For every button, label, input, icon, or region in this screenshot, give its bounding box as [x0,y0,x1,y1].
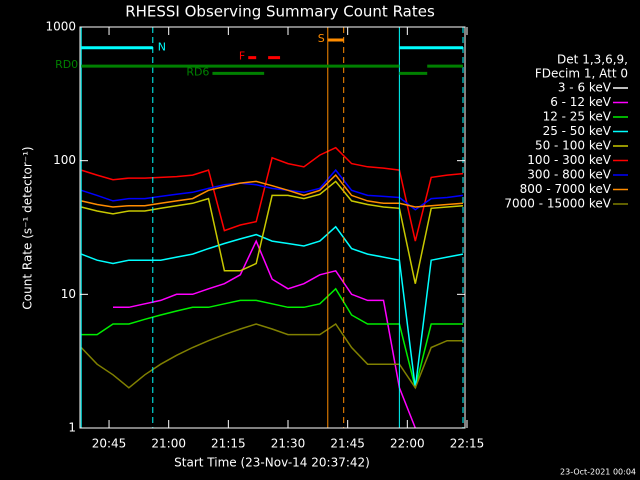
legend-label: 300 - 800 keV [527,168,611,182]
series-line [80,225,464,388]
flag-label: RD0 [55,58,78,71]
series-line [80,322,463,390]
legend-label: 100 - 300 keV [527,153,611,167]
footer: 23-Oct-2021 00:04 [560,468,636,477]
flag-label: F [239,50,245,63]
x-tick-label: 20:45 [92,437,127,451]
x-tick-label: 22:15 [450,437,485,451]
x-tick-label: 21:15 [211,437,246,451]
series-line [80,146,464,242]
plot-frame [79,26,466,429]
y-tick-label: 1000 [45,20,76,34]
y-axis-label: Count Rate (s⁻¹ detector⁻¹) [21,146,35,309]
flag-label: RD6 [186,65,209,78]
legend-header: Det 1,3,6,9, [557,53,628,67]
legend-label: 7000 - 15000 keV [504,197,611,211]
chart-title: RHESSI Observing Summary Count Rates [125,3,435,21]
legend-header: FDecim 1, Att 0 [535,67,628,81]
x-tick-label: 21:45 [330,437,365,451]
flag-label: N [158,41,166,54]
series-line [128,239,416,429]
legend-label: 800 - 7000 keV [520,182,612,196]
x-tick-label: 22:00 [390,437,425,451]
x-tick-label: 21:00 [151,437,186,451]
series-line [80,168,464,211]
legend-label: 25 - 50 keV [543,124,612,138]
legend-label: 12 - 25 keV [543,110,612,124]
y-tick-label: 10 [61,287,76,301]
x-axis-label: Start Time (23-Nov-14 20:37:42) [174,456,370,470]
series-line [113,239,416,429]
legend-label: 6 - 12 keV [550,95,612,109]
legend-label: 3 - 6 keV [558,81,612,95]
x-tick-label: 21:30 [271,437,306,451]
flag-label: S [318,32,325,45]
legend-label: 50 - 100 keV [535,139,612,153]
y-tick-label: 1 [68,421,76,435]
y-tick-label: 100 [53,153,76,167]
